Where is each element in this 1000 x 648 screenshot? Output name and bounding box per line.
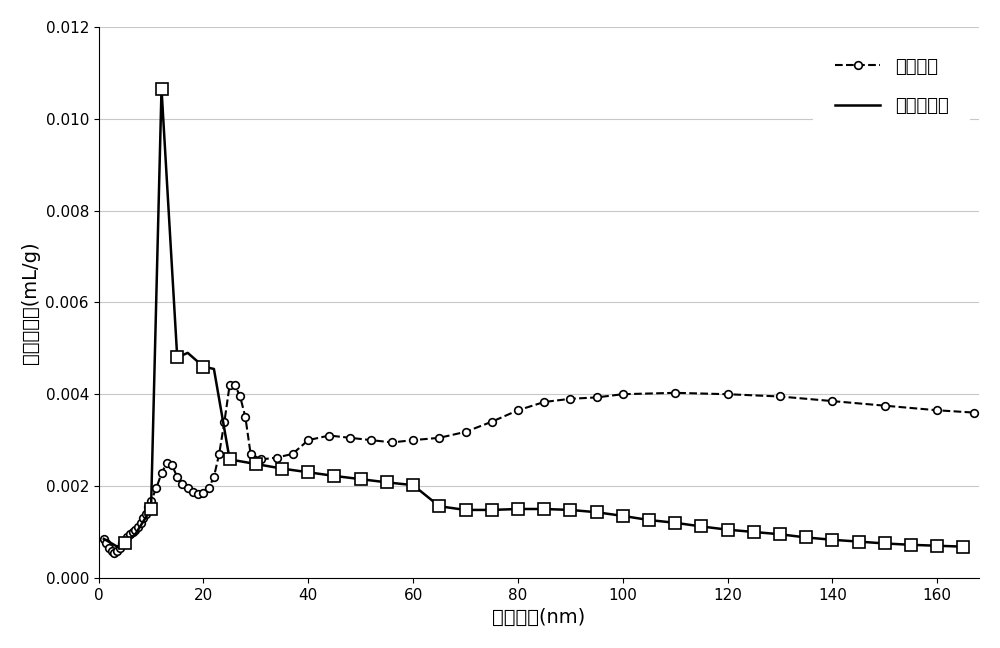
Line: 原始数据: 原始数据: [100, 381, 978, 557]
原始数据: [108, 549, 120, 557]
等间距分布: [643, 516, 655, 524]
等间距分布: [905, 541, 917, 549]
等间距分布: [156, 85, 168, 93]
原始数据: [669, 389, 681, 397]
等间距分布: [617, 512, 629, 520]
Legend: 原始数据, 等间距分布: 原始数据, 等间距分布: [813, 36, 970, 137]
等间距分布: [931, 542, 943, 550]
等间距分布: [774, 530, 786, 538]
等间距分布: [182, 349, 194, 357]
Y-axis label: 孔体积增量(mL/g): 孔体积增量(mL/g): [21, 241, 40, 364]
原始数据: [968, 409, 980, 417]
等间距分布: [328, 472, 340, 480]
等间距分布: [114, 544, 126, 552]
等间距分布: [302, 469, 314, 476]
等间距分布: [486, 506, 498, 514]
等间距分布: [381, 478, 393, 486]
X-axis label: 孔隙直径(nm): 孔隙直径(nm): [492, 608, 586, 627]
等间距分布: [208, 365, 220, 373]
等间距分布: [748, 528, 760, 536]
原始数据: [224, 381, 236, 389]
等间距分布: [129, 530, 141, 538]
等间距分布: [564, 506, 576, 514]
原始数据: [213, 450, 225, 457]
等间距分布: [224, 456, 236, 463]
等间距分布: [355, 475, 367, 483]
等间距分布: [145, 505, 157, 513]
等间距分布: [853, 538, 865, 546]
等间距分布: [171, 354, 183, 362]
等间距分布: [197, 363, 209, 371]
原始数据: [132, 524, 144, 531]
原始数据: [271, 454, 283, 461]
等间距分布: [250, 460, 262, 468]
等间距分布: [407, 481, 419, 489]
Line: 等间距分布: 等间距分布: [104, 89, 963, 548]
等间距分布: [957, 543, 969, 551]
等间距分布: [460, 506, 472, 514]
等间距分布: [591, 508, 603, 516]
等间距分布: [695, 522, 707, 530]
等间距分布: [722, 526, 734, 533]
等间距分布: [234, 457, 246, 465]
原始数据: [142, 503, 154, 511]
等间距分布: [98, 535, 110, 543]
等间距分布: [276, 465, 288, 472]
等间距分布: [538, 505, 550, 513]
等间距分布: [669, 519, 681, 527]
等间距分布: [800, 533, 812, 541]
等间距分布: [879, 540, 891, 548]
原始数据: [98, 535, 110, 543]
等间距分布: [512, 505, 524, 513]
原始数据: [114, 544, 126, 552]
等间距分布: [433, 502, 445, 510]
等间距分布: [826, 536, 838, 544]
